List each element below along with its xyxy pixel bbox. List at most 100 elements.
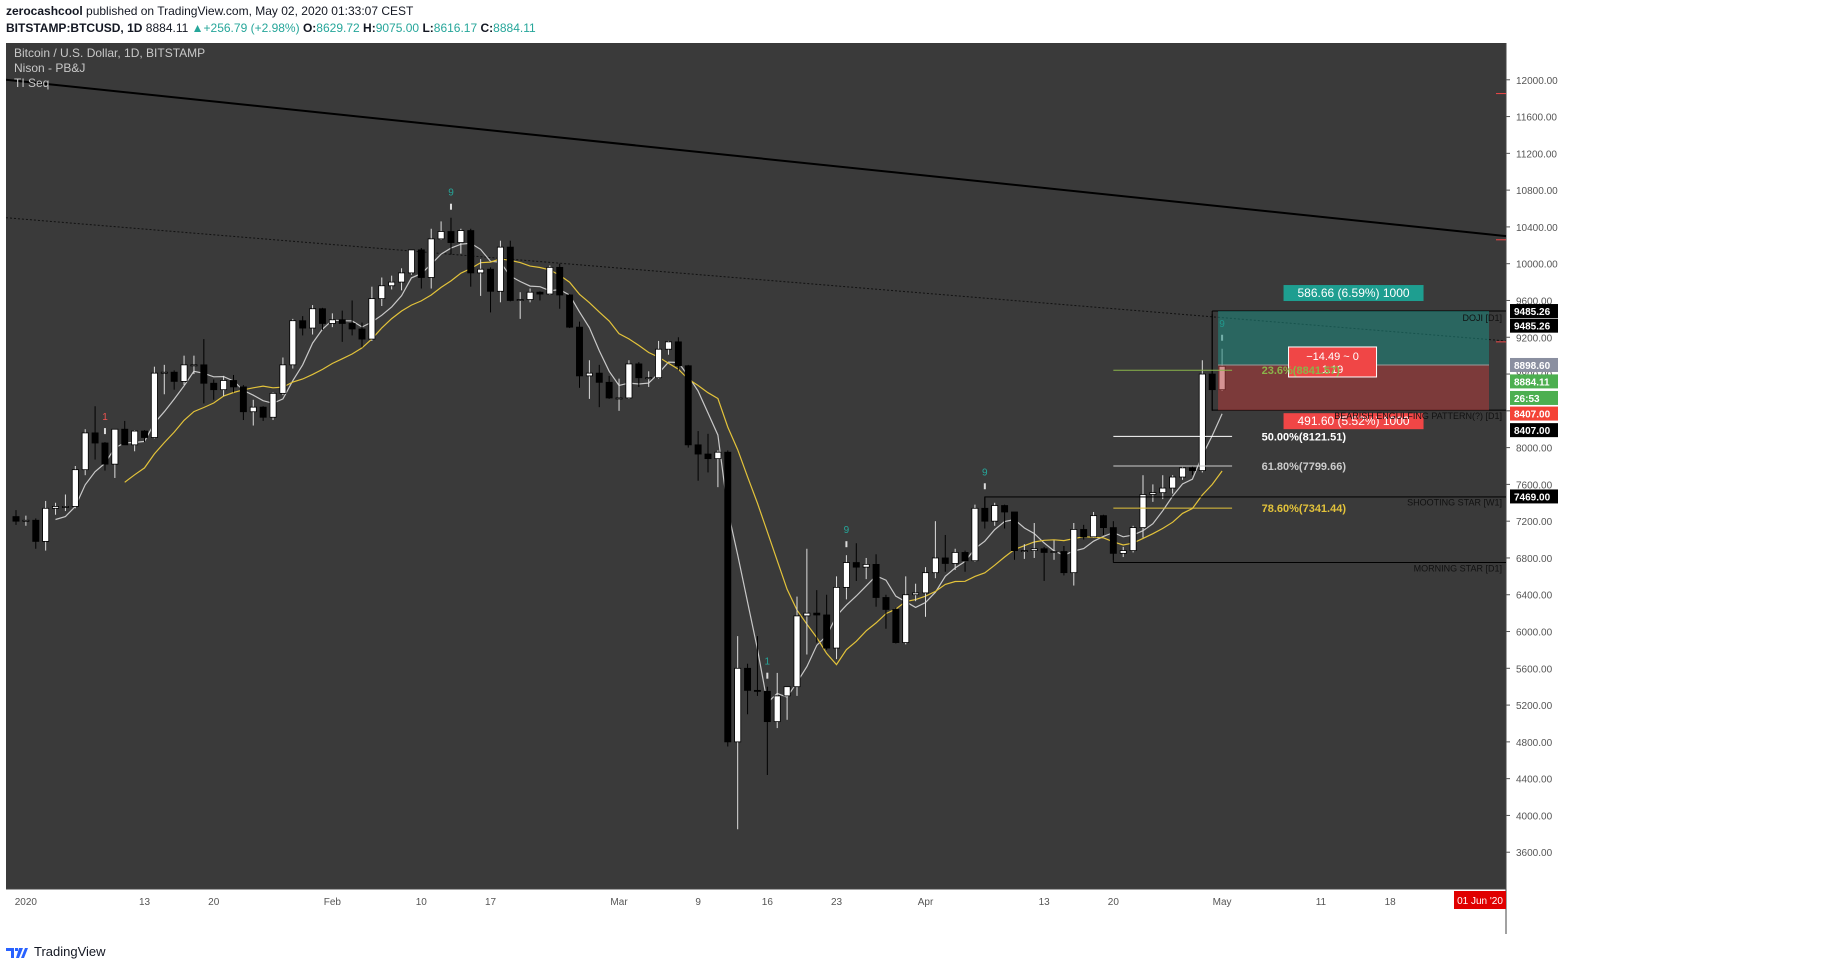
candle-body bbox=[141, 430, 148, 438]
candle bbox=[289, 318, 297, 369]
candle-body bbox=[52, 506, 60, 509]
candle bbox=[121, 420, 129, 446]
candle bbox=[1080, 524, 1088, 540]
candle bbox=[239, 385, 247, 421]
x-tick-label: Mar bbox=[610, 897, 628, 908]
candle-body bbox=[862, 563, 870, 568]
candle-body bbox=[991, 505, 999, 522]
candle bbox=[160, 364, 168, 395]
candle-body bbox=[724, 451, 732, 743]
x-tick-label: 23 bbox=[831, 897, 843, 908]
y-tick-label: 7200.00 bbox=[1516, 517, 1553, 528]
price-tag bbox=[1510, 406, 1558, 421]
candle-body bbox=[239, 386, 247, 413]
candle bbox=[872, 554, 880, 607]
candle bbox=[655, 340, 663, 379]
candle-body bbox=[230, 380, 237, 388]
candle-body bbox=[1060, 551, 1068, 574]
price-tag bbox=[1510, 374, 1558, 389]
candle-body bbox=[358, 328, 366, 340]
x-tick-label: 10 bbox=[416, 897, 428, 908]
candle-body bbox=[1070, 529, 1078, 574]
candle bbox=[951, 548, 959, 570]
x-tick-label: 18 bbox=[1385, 897, 1397, 908]
candle-body bbox=[1050, 551, 1058, 553]
candle-body bbox=[536, 291, 544, 295]
y-tick-label: 9200.00 bbox=[1516, 333, 1553, 344]
x-tick-label: Feb bbox=[324, 897, 342, 908]
candle bbox=[941, 534, 949, 572]
candle-body bbox=[734, 667, 742, 743]
chart-frame[interactable]: 1 9 1 9 9 9 586.66 (6.59%) 1000 491.60 (5.52%) … bbox=[6, 43, 1821, 934]
candle-body bbox=[190, 364, 198, 367]
candle-body bbox=[61, 506, 69, 508]
candle bbox=[220, 375, 228, 397]
price-tag-label: 8884.11 bbox=[1514, 377, 1550, 388]
y-tick-label: 9600.00 bbox=[1516, 296, 1553, 307]
candle bbox=[862, 557, 870, 580]
y-tick-label: 6800.00 bbox=[1516, 554, 1553, 565]
candle-body bbox=[852, 562, 860, 568]
candle-body bbox=[941, 557, 949, 564]
candle bbox=[1169, 475, 1177, 494]
candle-body bbox=[1090, 515, 1098, 538]
candle bbox=[674, 337, 682, 371]
candle-body bbox=[1198, 373, 1206, 471]
price-tag-label: 9485.26 bbox=[1514, 307, 1551, 318]
y-tick-label: 4800.00 bbox=[1516, 738, 1553, 749]
chart-legend-item: TI Seq bbox=[14, 76, 49, 90]
trendline-dotted bbox=[6, 217, 1507, 342]
time-axis-background bbox=[6, 889, 1506, 934]
candle-body bbox=[388, 281, 396, 287]
candle-body bbox=[1129, 527, 1137, 552]
price-tag bbox=[1510, 489, 1558, 504]
candle-body bbox=[427, 238, 435, 278]
last-price: 8884.11 bbox=[145, 21, 189, 35]
price-chart[interactable]: 1 9 1 9 9 9 586.66 (6.59%) 1000 491.60 (5.52%) … bbox=[6, 43, 1821, 934]
candle bbox=[437, 221, 445, 240]
candle bbox=[1011, 511, 1018, 560]
candle-body bbox=[91, 432, 99, 444]
candle bbox=[833, 576, 840, 660]
candle-body bbox=[773, 695, 781, 723]
candle-body bbox=[71, 469, 79, 507]
candle bbox=[615, 378, 623, 411]
x-tick-label: 20 bbox=[1108, 897, 1120, 908]
candle-body bbox=[160, 371, 168, 374]
price-tag-label: 7469.00 bbox=[1514, 492, 1551, 503]
candle bbox=[487, 267, 494, 313]
candle-body bbox=[615, 397, 623, 400]
candle bbox=[180, 355, 188, 386]
candle bbox=[328, 313, 336, 328]
candle bbox=[991, 502, 999, 526]
candle bbox=[753, 636, 761, 696]
candle bbox=[398, 268, 406, 291]
fib-level-label: 78.60%(7341.44) bbox=[1262, 503, 1347, 515]
sequential-count-label: 1 bbox=[765, 657, 771, 668]
candle bbox=[101, 442, 109, 471]
candle bbox=[417, 248, 425, 289]
position-ratio-label: 1.19 bbox=[1322, 364, 1343, 376]
candle bbox=[32, 518, 40, 549]
candle bbox=[516, 292, 524, 319]
candle-body bbox=[1011, 511, 1018, 552]
candle bbox=[595, 364, 603, 408]
candle bbox=[1030, 523, 1038, 558]
candle bbox=[1159, 475, 1167, 500]
candle bbox=[249, 399, 257, 426]
high-value: 9075.00 bbox=[375, 21, 420, 35]
publish-info: zerocashcool published on TradingView.co… bbox=[6, 4, 413, 18]
candle-body bbox=[931, 557, 939, 574]
candle bbox=[714, 450, 722, 488]
candle-body bbox=[496, 246, 504, 292]
sequential-count-label: 9 bbox=[982, 467, 988, 478]
candle-body bbox=[576, 326, 583, 377]
candle bbox=[971, 504, 979, 562]
candle-body bbox=[635, 363, 643, 379]
candle-body bbox=[1099, 515, 1107, 529]
candle bbox=[318, 307, 326, 330]
candle-body bbox=[546, 266, 554, 295]
candle bbox=[299, 316, 307, 336]
candle bbox=[111, 428, 119, 478]
candle bbox=[12, 510, 20, 525]
